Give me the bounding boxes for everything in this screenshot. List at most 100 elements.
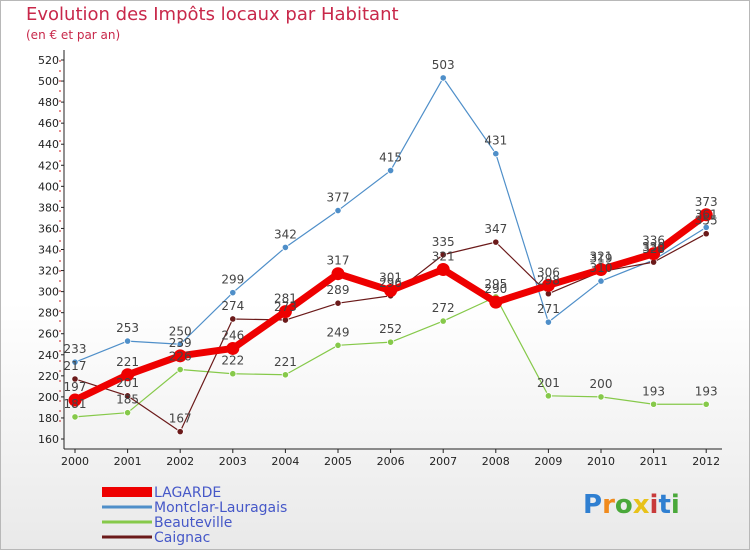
data-label: 253 <box>116 321 139 335</box>
data-point <box>541 278 555 292</box>
y-tick-label: 220 <box>38 370 59 383</box>
x-tick-label: 2004 <box>271 455 299 468</box>
data-label: 290 <box>484 282 507 296</box>
legend-label: Montclar-Lauragais <box>154 500 287 516</box>
data-label: 361 <box>695 207 718 221</box>
legend-swatch <box>102 487 152 497</box>
data-point <box>229 370 237 378</box>
data-label: 239 <box>169 336 192 350</box>
data-label: 330 <box>642 240 665 254</box>
legend-label: Caignac <box>154 530 210 546</box>
data-point <box>173 349 187 363</box>
data-label: 310 <box>590 261 613 275</box>
x-tick-label: 2010 <box>587 455 615 468</box>
data-point <box>176 340 184 348</box>
data-label: 319 <box>590 252 613 266</box>
y-tick-label: 440 <box>38 138 59 151</box>
legend-label: LAGARDE <box>154 485 221 501</box>
y-tick-label: 460 <box>38 117 59 130</box>
data-label: 201 <box>537 376 560 390</box>
data-point <box>386 166 395 175</box>
legend-swatch <box>102 535 152 539</box>
data-point <box>702 230 710 238</box>
y-tick-label: 500 <box>38 75 59 88</box>
data-point <box>594 263 608 277</box>
x-tick-label: 2009 <box>534 455 562 468</box>
data-label: 185 <box>116 393 139 407</box>
data-point <box>71 358 79 366</box>
data-label: 221 <box>116 355 139 369</box>
legend-label: Beauteville <box>154 515 232 531</box>
data-point <box>334 206 342 215</box>
data-label: 347 <box>484 222 507 236</box>
y-tick-label: 200 <box>38 391 59 404</box>
y-tick-label: 380 <box>38 201 59 214</box>
data-point <box>436 263 450 277</box>
data-label: 271 <box>537 302 560 316</box>
data-label: 431 <box>484 134 507 148</box>
logo-letter: i <box>670 490 680 520</box>
data-label: 373 <box>695 195 718 209</box>
proxiti-logo: Proxiti <box>583 490 680 520</box>
y-tick-label: 280 <box>38 307 59 320</box>
data-point <box>176 428 184 436</box>
y-tick-label: 520 <box>38 54 59 67</box>
x-tick-label: 2005 <box>324 455 352 468</box>
chart-title: Evolution des Impôts locaux par Habitant <box>26 4 399 25</box>
data-point <box>278 305 292 319</box>
data-label: 281 <box>274 292 297 306</box>
x-tick-label: 2003 <box>219 455 247 468</box>
x-tick-label: 2001 <box>114 455 142 468</box>
data-point <box>281 371 289 379</box>
data-label: 167 <box>169 412 192 426</box>
data-label: 250 <box>169 324 192 338</box>
data-point <box>331 267 345 281</box>
logo-letter: P <box>583 490 603 520</box>
data-label: 336 <box>642 234 665 248</box>
data-label: 503 <box>432 58 455 72</box>
data-label: 321 <box>590 250 613 264</box>
logo-letter: o <box>614 490 633 520</box>
data-point <box>649 400 658 408</box>
y-tick-label: 480 <box>38 96 59 109</box>
data-label: 317 <box>327 254 350 268</box>
data-label: 377 <box>327 191 350 205</box>
data-label: 295 <box>484 277 507 291</box>
legend-swatch <box>102 520 152 524</box>
data-point <box>597 277 605 285</box>
data-label: 415 <box>379 151 402 165</box>
data-point <box>384 284 398 298</box>
data-label: 249 <box>327 325 350 339</box>
y-tick-label: 400 <box>38 180 59 193</box>
y-tick-label: 300 <box>38 286 59 299</box>
data-point <box>597 393 605 401</box>
data-label: 217 <box>64 359 87 373</box>
x-tick-label: 2008 <box>482 455 510 468</box>
data-label: 296 <box>379 276 402 290</box>
x-tick-label: 2006 <box>377 455 405 468</box>
data-point <box>71 375 79 383</box>
data-point <box>176 365 184 374</box>
data-point <box>439 317 447 325</box>
x-tick-label: 2000 <box>61 455 89 468</box>
data-point <box>226 341 240 355</box>
data-label: 335 <box>432 235 455 249</box>
data-label: 272 <box>432 301 455 315</box>
y-tick-label: 240 <box>38 349 59 362</box>
data-point <box>229 315 237 323</box>
chart-subtitle: (en € et par an) <box>26 28 121 42</box>
series-line <box>71 211 710 404</box>
data-label: 193 <box>695 384 718 398</box>
data-label: 306 <box>537 265 560 279</box>
data-point <box>699 208 713 222</box>
data-point <box>439 74 447 82</box>
x-tick-label: 2011 <box>640 455 668 468</box>
data-point <box>647 247 661 261</box>
data-point <box>281 243 289 251</box>
data-label: 193 <box>642 384 665 398</box>
data-label: 273 <box>274 300 297 314</box>
data-label: 299 <box>221 273 244 287</box>
data-point <box>544 318 553 326</box>
data-point <box>68 393 82 407</box>
